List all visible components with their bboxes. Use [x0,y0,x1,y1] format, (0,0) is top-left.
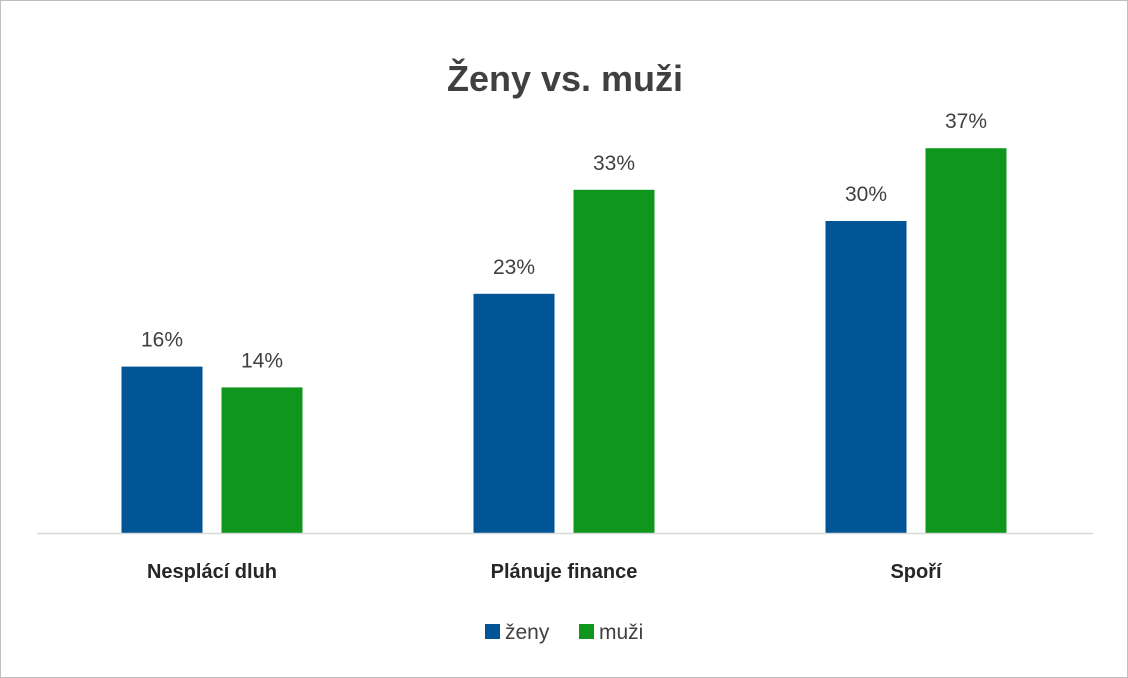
bar-zeny-2 [825,221,907,533]
legend-label-zeny: ženy [505,621,550,644]
category-labels-group: Nesplácí dluh Plánuje finance Spoří [147,561,943,583]
bar-muzi-2 [925,148,1007,533]
legend-swatch-zeny [485,624,500,639]
data-label-zeny-1: 23% [493,256,535,279]
bar-muzi-1 [573,189,655,534]
category-label-1: Plánuje finance [491,561,638,583]
bar-zeny-1 [473,293,555,533]
bars-group [121,148,1007,534]
data-label-muzi-2: 37% [945,110,987,133]
category-label-2: Spoří [890,561,943,583]
data-label-muzi-0: 14% [241,349,283,372]
data-labels-group: 16% 23% 30% 14% 33% 37% [141,110,987,372]
chart-title: Ženy vs. muži [447,57,683,99]
legend-label-muzi: muži [599,621,643,644]
bar-zeny-0 [121,366,203,533]
category-label-0: Nesplácí dluh [147,561,277,583]
legend-swatch-muzi [579,624,594,639]
bar-muzi-0 [221,387,303,533]
legend: ženy muži [485,621,643,644]
data-label-muzi-1: 33% [593,152,635,175]
data-label-zeny-0: 16% [141,329,183,352]
data-label-zeny-2: 30% [845,183,887,206]
